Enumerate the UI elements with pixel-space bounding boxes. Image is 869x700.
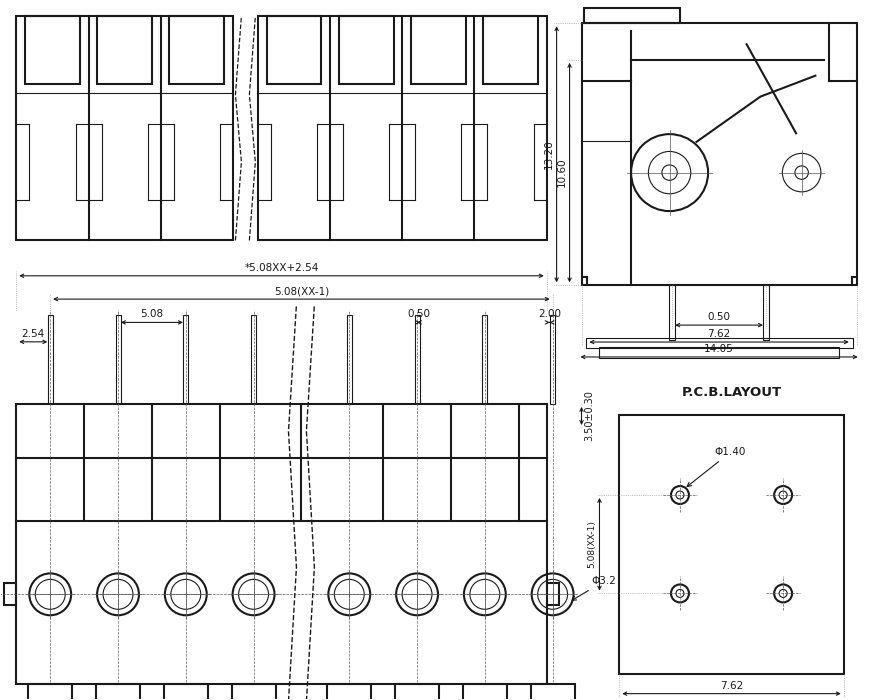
Bar — [482, 16, 537, 83]
Text: 7.62: 7.62 — [706, 329, 730, 339]
Text: 5.08: 5.08 — [140, 309, 163, 319]
Bar — [462, 684, 506, 700]
Text: 2.54: 2.54 — [22, 329, 45, 339]
Bar — [585, 338, 852, 348]
Bar — [116, 314, 121, 404]
Text: 10.60: 10.60 — [556, 158, 566, 188]
Text: 5.08(XX-1): 5.08(XX-1) — [587, 520, 596, 568]
Bar — [29, 684, 72, 700]
Bar — [549, 314, 554, 404]
Text: 5.08(XX-1): 5.08(XX-1) — [274, 286, 328, 296]
Text: 2.00: 2.00 — [538, 309, 561, 319]
Bar — [266, 16, 321, 83]
Text: 0.50: 0.50 — [706, 312, 730, 322]
Bar — [251, 314, 255, 404]
Bar — [619, 414, 843, 673]
Text: Φ1.40: Φ1.40 — [687, 447, 746, 486]
Bar — [762, 286, 768, 340]
Bar — [96, 684, 140, 700]
Bar — [338, 16, 393, 83]
Bar — [48, 314, 53, 404]
Bar — [599, 347, 838, 358]
Bar — [347, 314, 351, 404]
Bar — [169, 16, 224, 83]
Text: 3.50±0.30: 3.50±0.30 — [584, 391, 594, 442]
Bar — [17, 404, 546, 684]
Text: 14.05: 14.05 — [703, 344, 733, 354]
Text: P.C.B.LAYOUT: P.C.B.LAYOUT — [680, 386, 780, 399]
Text: *5.08XX+2.54: *5.08XX+2.54 — [244, 262, 318, 273]
Bar — [4, 583, 17, 606]
Bar — [163, 684, 208, 700]
Bar — [257, 16, 546, 240]
Bar — [580, 23, 856, 286]
Bar — [668, 286, 674, 340]
Bar — [327, 684, 371, 700]
Bar — [583, 8, 679, 23]
Bar — [17, 16, 233, 240]
Bar — [231, 684, 275, 700]
Bar — [25, 16, 80, 83]
Bar — [183, 314, 188, 404]
Bar — [530, 684, 574, 700]
Bar — [546, 583, 558, 606]
Bar — [410, 16, 465, 83]
Bar — [97, 16, 152, 83]
Text: 0.50: 0.50 — [407, 309, 429, 319]
Text: 13.20: 13.20 — [543, 139, 553, 169]
Bar — [415, 314, 419, 404]
Text: 7.62: 7.62 — [720, 680, 742, 691]
Bar — [395, 684, 439, 700]
Bar — [481, 314, 487, 404]
Text: Φ3.2: Φ3.2 — [572, 576, 615, 600]
